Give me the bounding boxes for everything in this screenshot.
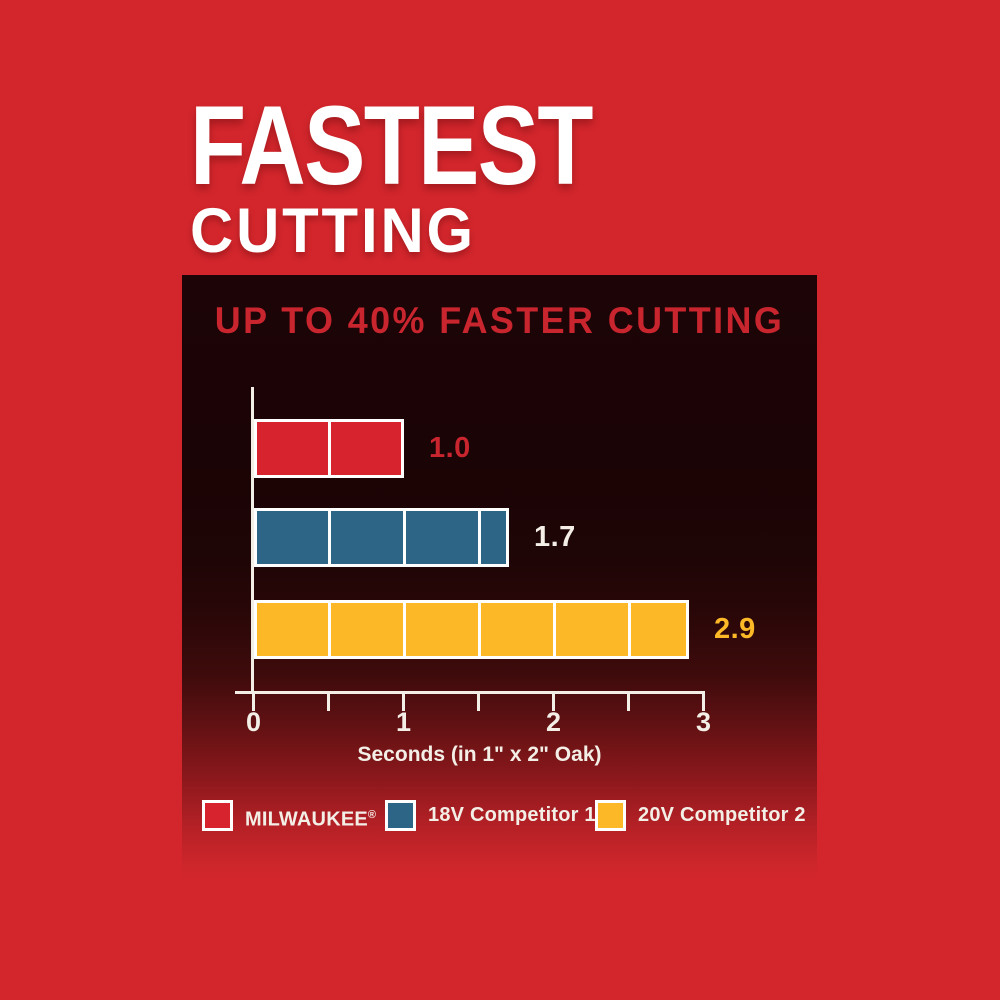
bar-milwaukee- <box>254 419 404 478</box>
bar-value-label: 1.0 <box>429 432 471 464</box>
bar-segment-divider <box>552 603 556 656</box>
headline-line1: FASTEST <box>190 83 593 208</box>
bar-segment-divider <box>477 603 481 656</box>
bar-segment-divider <box>327 511 331 564</box>
x-tick-1.5 <box>477 691 480 711</box>
x-tick-1 <box>402 691 405 711</box>
x-tick-0 <box>252 691 255 711</box>
bar-20v-competitor-2 <box>254 600 689 659</box>
y-axis-line <box>251 387 254 694</box>
headline: FASTEST CUTTING <box>190 83 680 267</box>
legend-label: 20V Competitor 2 <box>638 804 806 826</box>
legend-swatch <box>595 800 626 831</box>
x-tick-label-2: 2 <box>545 707 562 737</box>
legend-label: 18V Competitor 1 <box>428 804 596 826</box>
x-tick-3 <box>702 691 705 711</box>
x-tick-2.5 <box>627 691 630 711</box>
legend-item: MILWAUKEE® <box>202 800 376 831</box>
chart-title: UP TO 40% FASTER CUTTING <box>214 300 785 341</box>
bar-segment-divider <box>477 511 481 564</box>
bar-value-label: 1.7 <box>534 521 576 553</box>
x-axis-line <box>235 691 705 694</box>
bar-segment-divider <box>327 422 331 475</box>
x-tick-0.5 <box>327 691 330 711</box>
bar-segment-divider <box>327 603 331 656</box>
legend-swatch <box>385 800 416 831</box>
bar-segment-divider <box>402 603 406 656</box>
x-axis-caption: Seconds (in 1" x 2" Oak) <box>357 743 602 766</box>
x-tick-2 <box>552 691 555 711</box>
bar-value-label: 2.9 <box>714 613 756 645</box>
x-tick-label-1: 1 <box>395 707 412 737</box>
bar-segment-divider <box>627 603 631 656</box>
legend-label: MILWAUKEE® <box>245 808 377 831</box>
legend-item: 20V Competitor 2 <box>595 800 806 831</box>
x-tick-label-3: 3 <box>695 707 712 737</box>
headline-line2: CUTTING <box>190 196 476 267</box>
bar-segment-divider <box>402 511 406 564</box>
x-tick-label-0: 0 <box>245 707 262 737</box>
legend-item: 18V Competitor 1 <box>385 800 596 831</box>
bar-18v-competitor-1 <box>254 508 509 567</box>
legend-swatch <box>202 800 233 831</box>
